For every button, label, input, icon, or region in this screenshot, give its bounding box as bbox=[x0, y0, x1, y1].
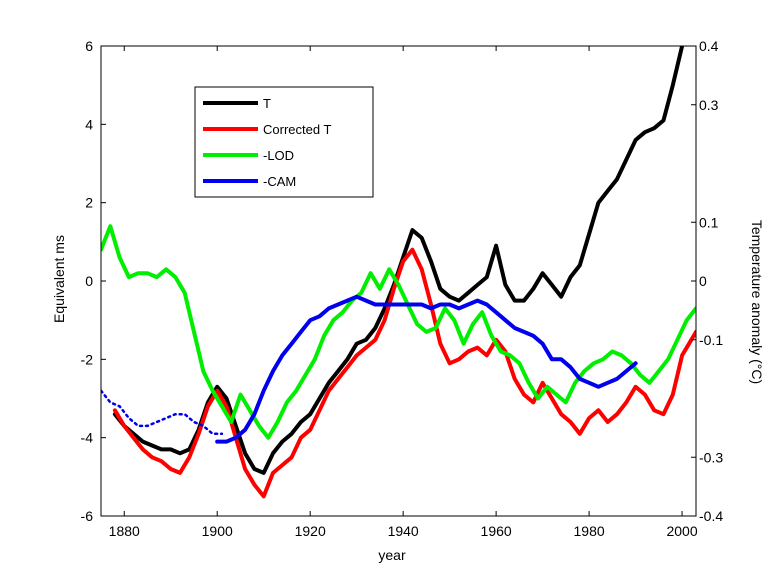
y-tick-label: 2 bbox=[85, 195, 93, 211]
y2-axis-ticks: -0.4 -0.3 -0.1 0 0.1 0.3 0.4 bbox=[691, 38, 723, 524]
y-tick-label: -4 bbox=[81, 430, 94, 446]
legend-label: -CAM bbox=[263, 174, 296, 189]
y2-tick-label: 0.4 bbox=[699, 38, 719, 54]
x-tick-label: 2000 bbox=[666, 523, 697, 539]
y-tick-label: -2 bbox=[81, 351, 94, 367]
series-line-cam bbox=[215, 294, 638, 444]
y2-tick-label: 0.1 bbox=[699, 214, 719, 230]
series-line-cam-dotted bbox=[101, 389, 224, 436]
y2-tick-label: -0.1 bbox=[699, 332, 723, 348]
y-tick-label: 4 bbox=[85, 116, 93, 132]
x-tick-label: 1940 bbox=[388, 523, 419, 539]
y2-tick-label: -0.3 bbox=[699, 449, 723, 465]
legend-box bbox=[194, 86, 374, 198]
series-line-lod bbox=[101, 224, 696, 440]
series-lines bbox=[101, 46, 696, 499]
x-tick-label: 1920 bbox=[295, 523, 326, 539]
legend: T Corrected T -LOD -CAM bbox=[194, 86, 374, 198]
y-tick-label: 0 bbox=[85, 273, 93, 289]
x-tick-label: 1960 bbox=[481, 523, 512, 539]
y2-axis-title: Temperature anomaly (°C) bbox=[749, 220, 765, 384]
x-axis-ticks: 1880 1900 1920 1940 1960 1980 2000 bbox=[109, 46, 698, 539]
x-axis-title: year bbox=[378, 547, 406, 563]
y-tick-label: 6 bbox=[85, 38, 93, 54]
y-axis-ticks: -6 -4 -2 0 2 4 6 bbox=[81, 38, 106, 524]
x-tick-label: 1900 bbox=[202, 523, 233, 539]
series-line-corrected-t bbox=[112, 247, 696, 499]
legend-label: Corrected T bbox=[263, 122, 331, 137]
y2-tick-label: -0.4 bbox=[699, 508, 723, 524]
y-axis-title: Equivalent ms bbox=[51, 235, 67, 323]
y2-tick-label: 0 bbox=[699, 273, 707, 289]
x-tick-label: 1980 bbox=[574, 523, 605, 539]
legend-label: T bbox=[263, 96, 271, 111]
y2-tick-label: 0.3 bbox=[699, 97, 719, 113]
y-tick-label: -6 bbox=[81, 508, 94, 524]
legend-label: -LOD bbox=[263, 148, 294, 163]
x-tick-label: 1880 bbox=[109, 523, 140, 539]
